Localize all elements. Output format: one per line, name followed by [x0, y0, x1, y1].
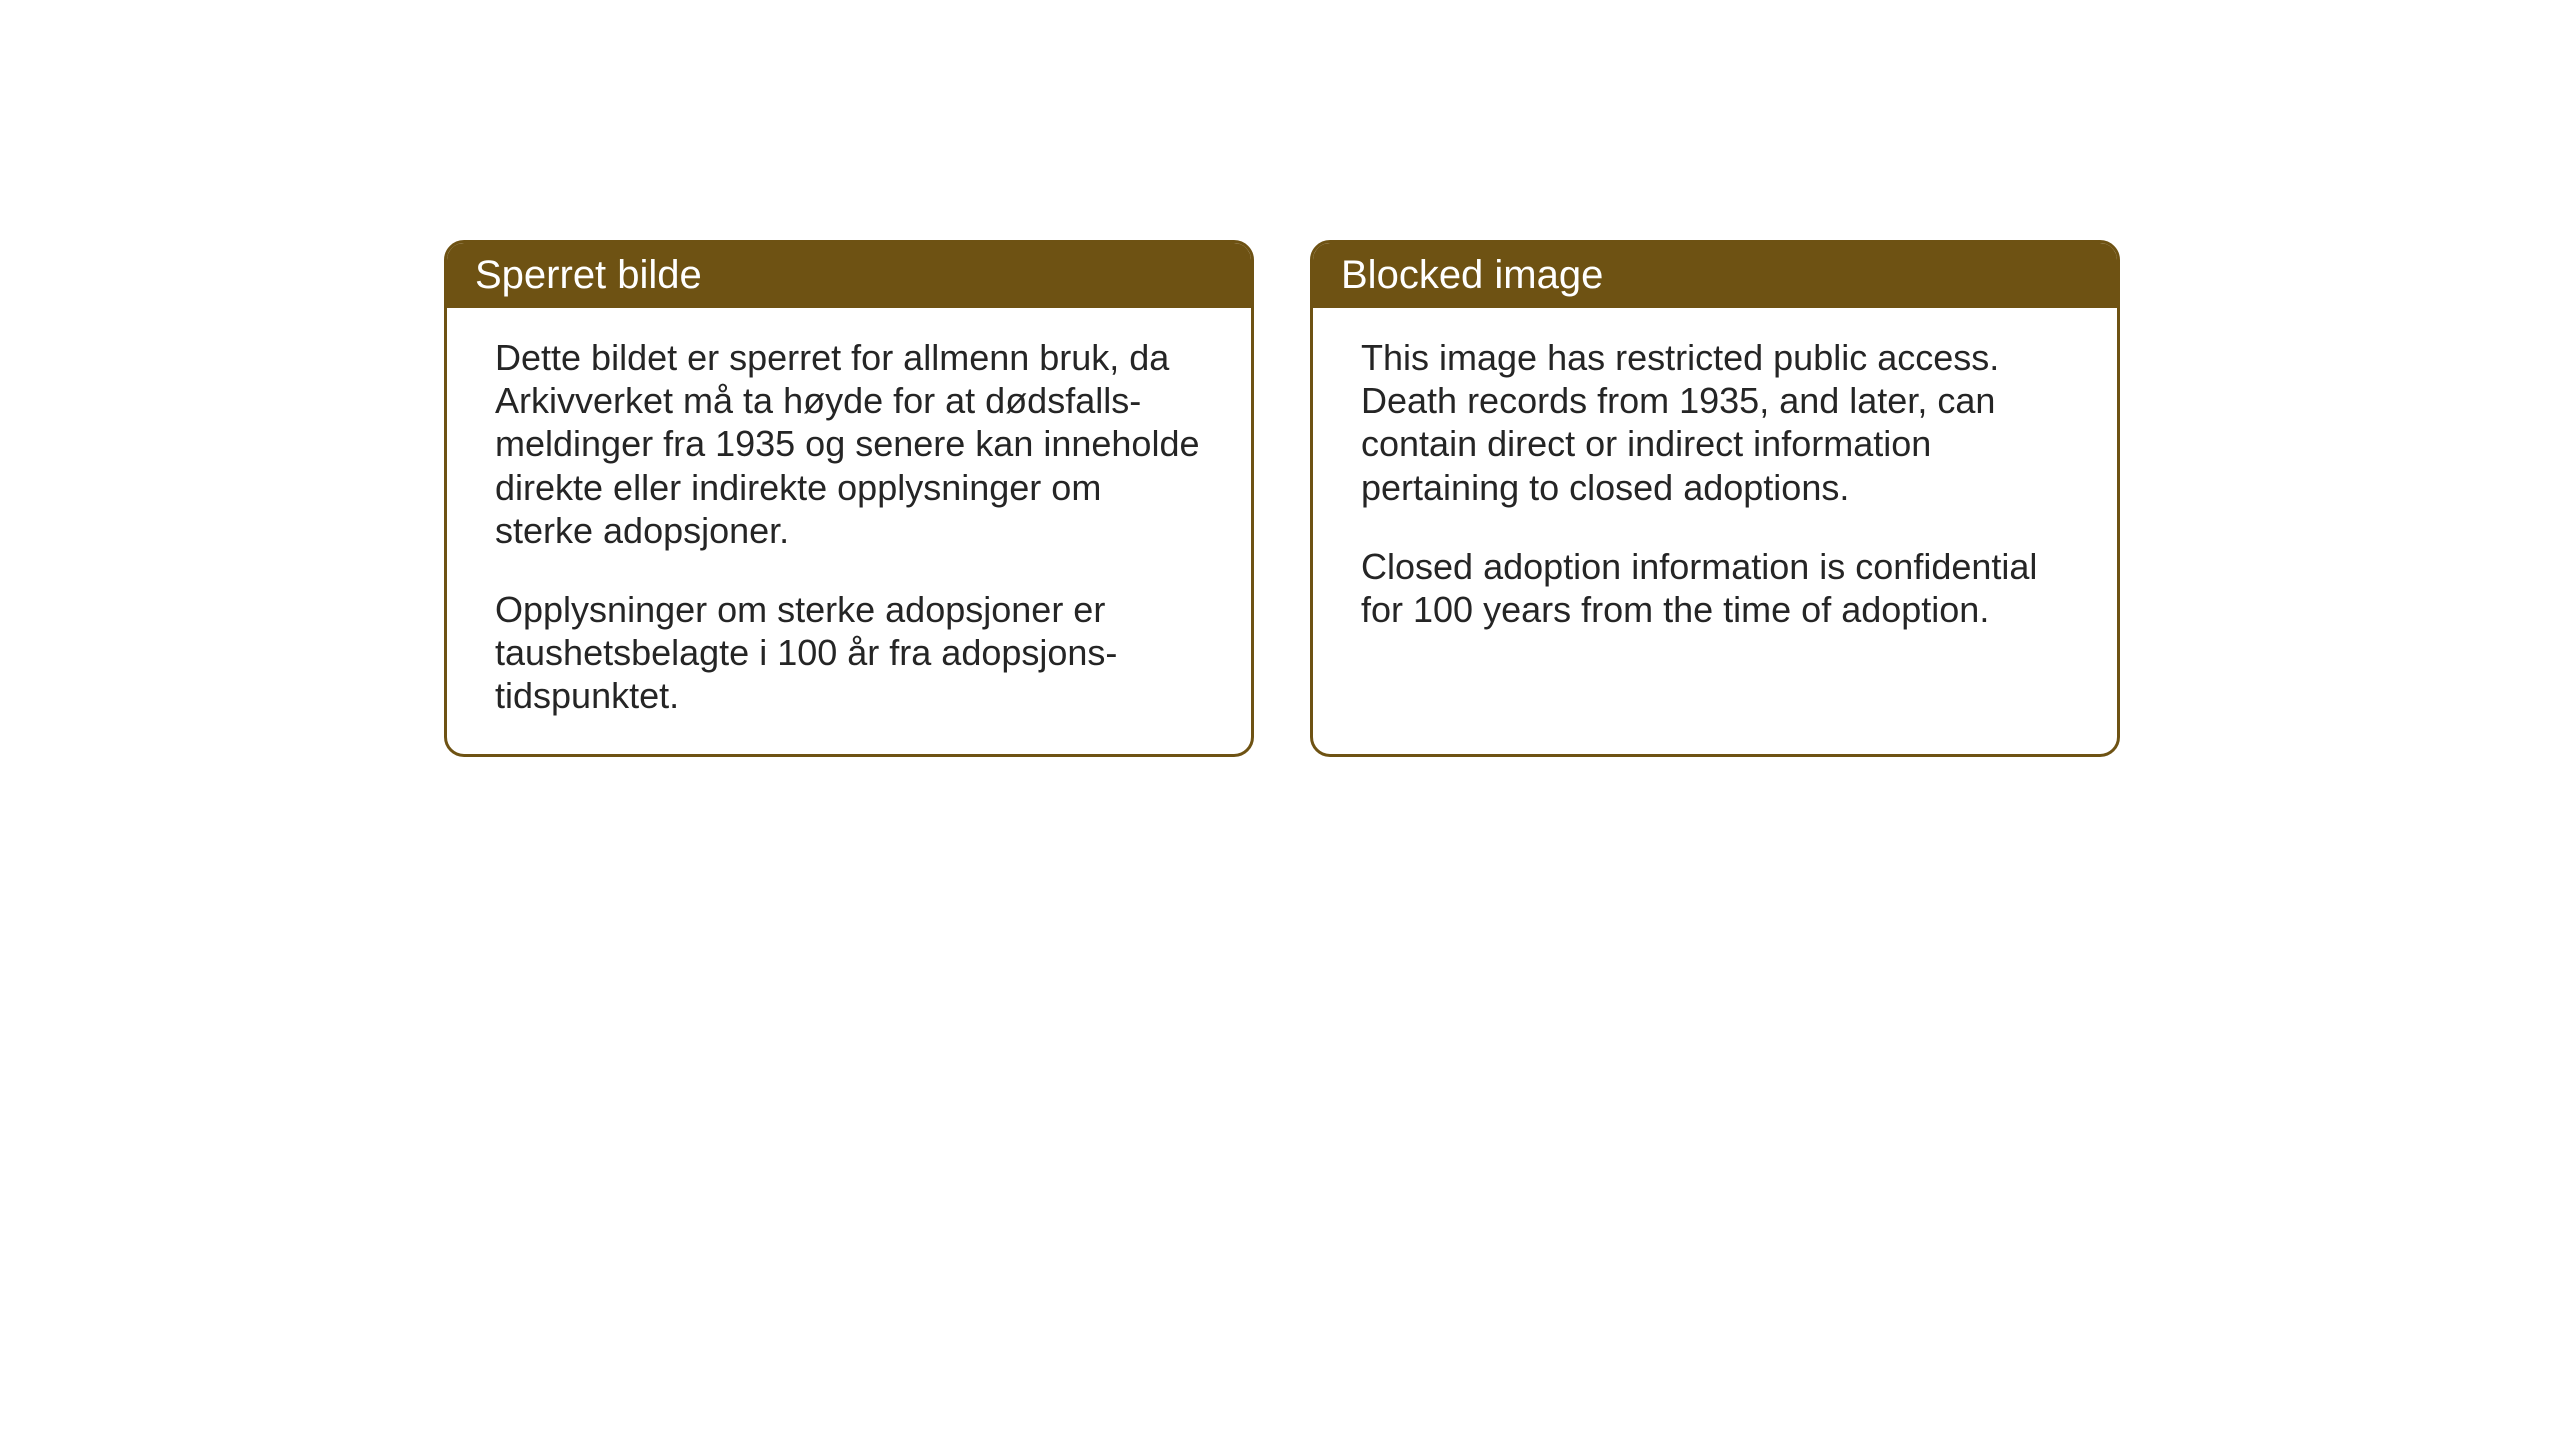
paragraph-norwegian-2: Opplysninger om sterke adopsjoner er tau… — [495, 588, 1203, 718]
notice-card-norwegian: Sperret bilde Dette bildet er sperret fo… — [444, 240, 1254, 757]
notice-card-english: Blocked image This image has restricted … — [1310, 240, 2120, 757]
notice-container: Sperret bilde Dette bildet er sperret fo… — [444, 240, 2120, 757]
paragraph-norwegian-1: Dette bildet er sperret for allmenn bruk… — [495, 336, 1203, 552]
card-title-norwegian: Sperret bilde — [475, 253, 702, 297]
card-header-norwegian: Sperret bilde — [447, 243, 1251, 308]
paragraph-english-1: This image has restricted public access.… — [1361, 336, 2069, 509]
card-body-norwegian: Dette bildet er sperret for allmenn bruk… — [447, 308, 1251, 754]
card-body-english: This image has restricted public access.… — [1313, 308, 2117, 710]
card-title-english: Blocked image — [1341, 253, 1603, 297]
card-header-english: Blocked image — [1313, 243, 2117, 308]
paragraph-english-2: Closed adoption information is confident… — [1361, 545, 2069, 631]
